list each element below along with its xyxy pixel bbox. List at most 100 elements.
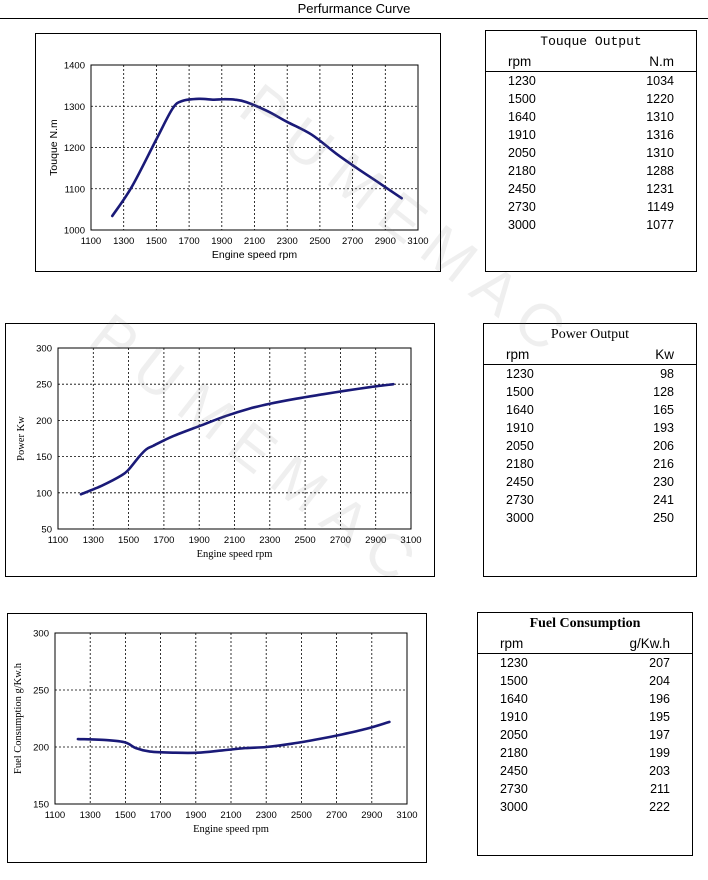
table-cell-value: 165 xyxy=(653,403,674,417)
table-cell-value: 128 xyxy=(653,385,674,399)
table-cell-rpm: 1640 xyxy=(506,403,534,417)
table-cell-rpm: 2450 xyxy=(500,764,528,778)
table-cell-value: 250 xyxy=(653,511,674,525)
fuel-table-header: rpm g/Kw.h xyxy=(478,635,692,654)
table-cell-rpm: 2450 xyxy=(508,182,536,196)
x-tick-label: 1500 xyxy=(146,236,167,247)
table-cell-value: 241 xyxy=(653,493,674,507)
table-cell-value: 222 xyxy=(649,800,670,814)
table-cell-rpm: 1910 xyxy=(508,128,536,142)
table-cell-value: 1231 xyxy=(646,182,674,196)
table-cell-value: 98 xyxy=(660,367,674,381)
y-tick-label: 300 xyxy=(36,344,52,355)
x-tick-label: 2300 xyxy=(259,535,280,546)
fuel-table-title: Fuel Consumption xyxy=(529,616,641,631)
x-tick-label: 3100 xyxy=(396,810,417,821)
series-line xyxy=(76,720,391,755)
x-axis-label: Engine speed rpm xyxy=(193,824,269,835)
torque-table: Touque Output rpm N.m 1230 1034 1500 1220 16… xyxy=(485,30,697,272)
x-tick-label: 2700 xyxy=(326,810,347,821)
x-tick-label: 2900 xyxy=(365,535,386,546)
table-cell-rpm: 2180 xyxy=(506,457,534,471)
table-row: 2450 230 xyxy=(484,473,696,491)
table-cell-rpm: 1500 xyxy=(506,385,534,399)
table-row: 3000 1077 xyxy=(486,216,696,234)
table-cell-value: 1077 xyxy=(646,218,674,232)
table-cell-value: 1310 xyxy=(646,110,674,124)
torque-table-header: rpm N.m xyxy=(486,53,696,72)
table-cell-value: 204 xyxy=(649,674,670,688)
table-row: 2180 199 xyxy=(478,744,692,762)
power-chart: 1100 1300 1500 1700 1900 2100 2300 2500 2700 2900… xyxy=(16,344,422,561)
x-tick-label: 1900 xyxy=(185,810,206,821)
table-cell-rpm: 1910 xyxy=(500,710,528,724)
table-cell-value: 1149 xyxy=(647,200,674,214)
table-row: 2450 203 xyxy=(478,762,692,780)
table-cell-rpm: 1500 xyxy=(508,92,536,106)
x-tick-label: 2500 xyxy=(295,535,316,546)
x-tick-label: 2100 xyxy=(224,535,245,546)
x-axis-label: Engine speed rpm xyxy=(197,549,273,560)
fuel-table: Fuel Consumption rpm g/Kw.h 1230 207 1500 2… xyxy=(477,612,693,856)
y-tick-label: 150 xyxy=(36,452,52,463)
table-row: 2730 241 xyxy=(484,491,696,509)
fuel-chart: 1100 1300 1500 1700 1900 2100 2300 2500 2700 2900… xyxy=(13,629,418,836)
table-cell-value: 1310 xyxy=(646,146,674,160)
x-tick-label: 2900 xyxy=(375,236,396,247)
table-cell-rpm: 2050 xyxy=(500,728,528,742)
table-row: 1640 196 xyxy=(478,690,692,708)
power-col-rpm: rpm xyxy=(506,347,530,362)
y-tick-label: 250 xyxy=(33,686,49,697)
table-row: 2730 211 xyxy=(478,780,692,798)
table-cell-value: 197 xyxy=(649,728,670,742)
table-cell-rpm: 1500 xyxy=(500,674,528,688)
table-cell-value: 207 xyxy=(649,656,670,670)
table-cell-rpm: 2730 xyxy=(500,782,528,796)
table-row: 2050 197 xyxy=(478,726,692,744)
y-axis-label: Fuel Consumption g/Kw.h xyxy=(13,662,24,774)
table-cell-rpm: 2180 xyxy=(500,746,528,760)
power-table: Power Output rpm Kw 1230 98 1500 128 1640 165… xyxy=(483,323,697,577)
table-row: 2730 1149 xyxy=(486,198,696,216)
x-tick-label: 3100 xyxy=(407,236,428,247)
table-cell-rpm: 1230 xyxy=(500,656,528,670)
y-tick-label: 1400 xyxy=(64,61,85,72)
page-title: Perfurmance Curve xyxy=(0,0,708,19)
table-cell-value: 199 xyxy=(649,746,670,760)
torque-table-title: Touque Output xyxy=(540,34,642,49)
table-cell-rpm: 2450 xyxy=(506,475,534,489)
y-tick-label: 1300 xyxy=(64,102,85,113)
y-tick-label: 200 xyxy=(36,416,52,427)
x-tick-label: 2100 xyxy=(220,810,241,821)
table-row: 1640 1310 xyxy=(486,108,696,126)
table-row: 3000 250 xyxy=(484,509,696,527)
table-cell-value: 1288 xyxy=(646,164,674,178)
table-cell-value: 1220 xyxy=(646,92,674,106)
table-row: 2450 1231 xyxy=(486,180,696,198)
power-chart-panel: 1100 1300 1500 1700 1900 2100 2300 2500 2700 2900… xyxy=(5,323,435,577)
torque-chart: 1100 1300 1500 1700 1900 2100 2300 2500 2700 2900… xyxy=(48,61,429,262)
x-tick-label: 1700 xyxy=(153,535,174,546)
y-tick-label: 250 xyxy=(36,380,52,391)
x-tick-label: 1300 xyxy=(80,810,101,821)
table-cell-rpm: 3000 xyxy=(500,800,528,814)
table-row: 2050 1310 xyxy=(486,144,696,162)
table-row: 1500 204 xyxy=(478,672,692,690)
table-row: 1500 128 xyxy=(484,383,696,401)
table-row: 1230 98 xyxy=(484,365,696,383)
torque-chart-panel: 1100 1300 1500 1700 1900 2100 2300 2500 2700 2900… xyxy=(35,33,441,272)
table-cell-value: 230 xyxy=(653,475,674,489)
x-tick-label: 2900 xyxy=(361,810,382,821)
x-tick-label: 1700 xyxy=(150,810,171,821)
fuel-col-value: g/Kw.h xyxy=(629,636,670,651)
power-table-title: Power Output xyxy=(550,327,630,342)
x-axis-label: Engine speed rpm xyxy=(212,249,297,261)
table-cell-value: 193 xyxy=(653,421,674,435)
table-cell-rpm: 1230 xyxy=(506,367,534,381)
y-tick-label: 200 xyxy=(33,743,49,754)
table-cell-value: 1316 xyxy=(646,128,674,142)
table-row: 1230 207 xyxy=(478,654,692,672)
table-cell-value: 196 xyxy=(649,692,670,706)
x-tick-label: 2700 xyxy=(330,535,351,546)
table-cell-rpm: 2050 xyxy=(506,439,534,453)
